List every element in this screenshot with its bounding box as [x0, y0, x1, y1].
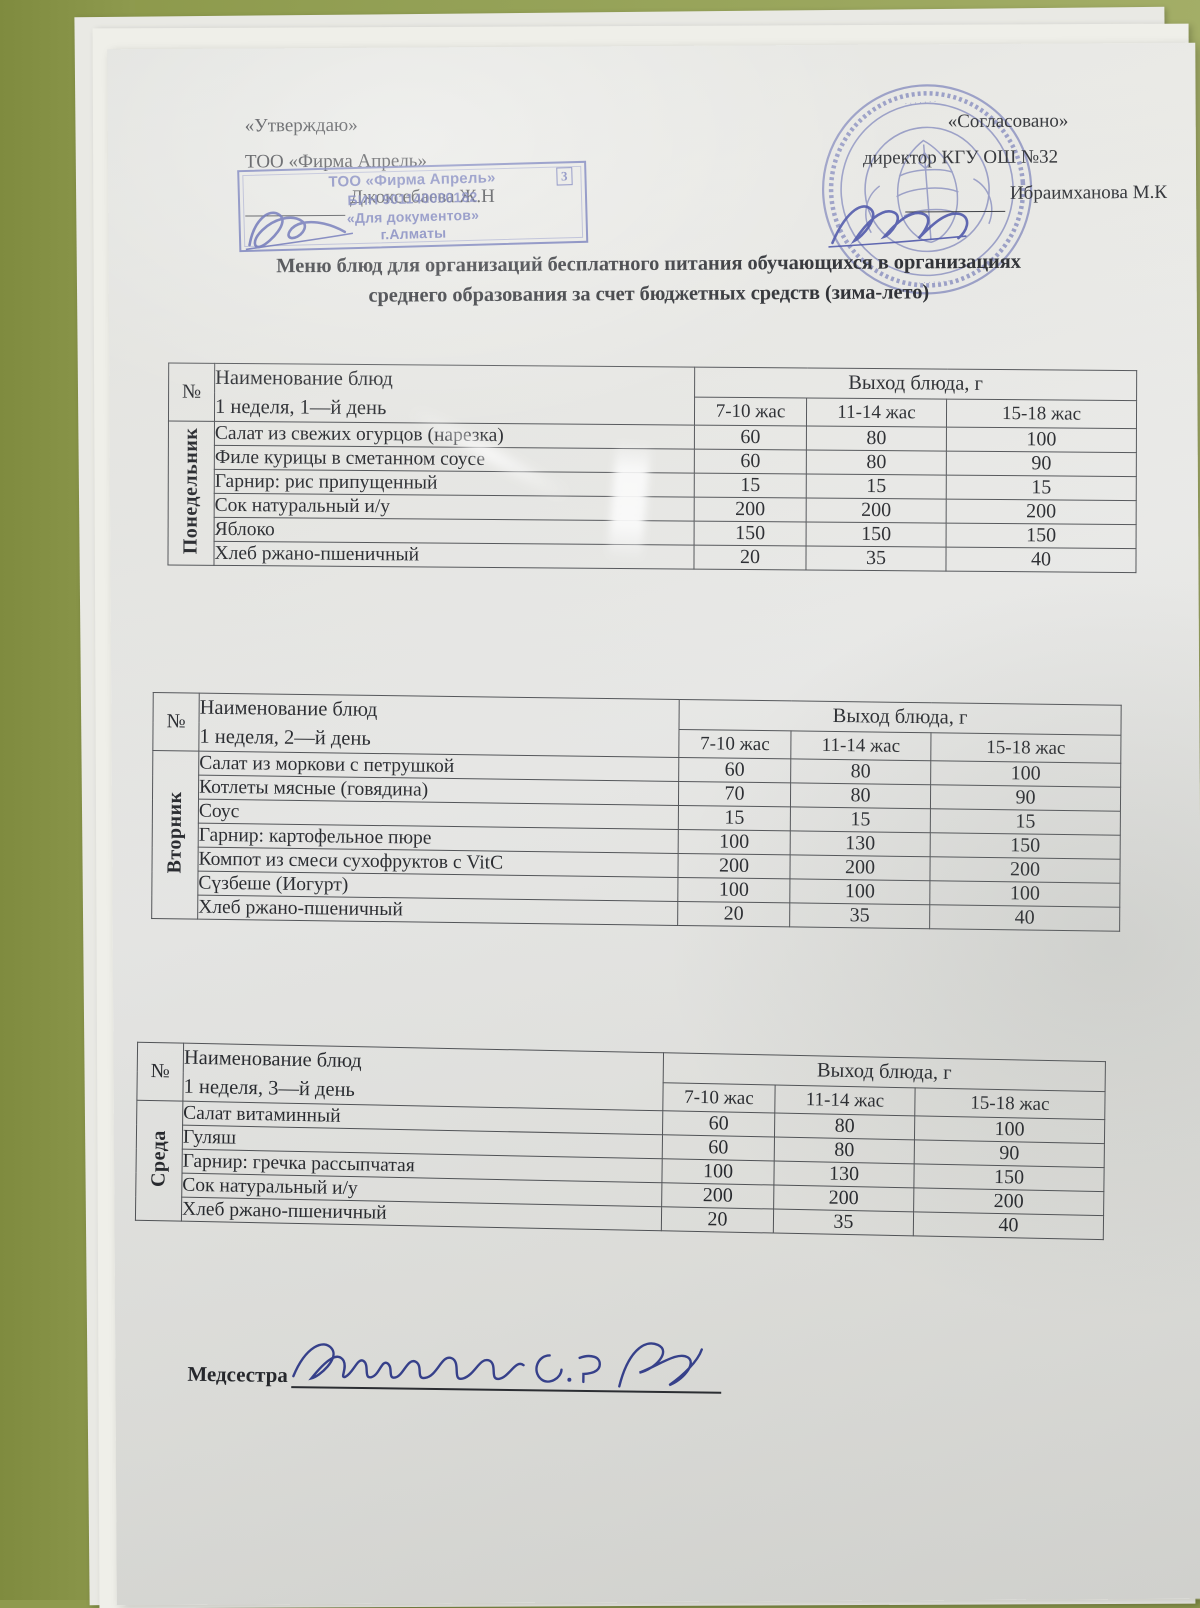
column-header-age-15-18: 15-18 жас [946, 398, 1137, 429]
svg-text:· · · · · · ·: · · · · · · · [904, 96, 937, 107]
column-header-name: Наименование блюд 1 неделя, 2—й день [198, 693, 680, 758]
portion-15-18: 40 [913, 1212, 1104, 1241]
portion-11-14: 80 [806, 426, 947, 452]
portion-11-14: 80 [806, 450, 947, 476]
portion-11-14: 100 [789, 879, 930, 906]
column-header-no: № [152, 692, 200, 752]
day-label: Среда [147, 1129, 171, 1188]
portion-7-10: 150 [694, 521, 807, 547]
column-header-age-11-14: 11-14 жас [790, 730, 931, 762]
portion-7-10: 100 [678, 829, 791, 856]
column-header-age-11-14: 11-14 жас [774, 1084, 916, 1117]
portion-11-14: 150 [806, 522, 947, 548]
portion-15-18: 90 [946, 451, 1137, 477]
portion-7-10: 100 [661, 1159, 775, 1186]
portion-11-14: 200 [773, 1185, 914, 1213]
day-label: Вторник [163, 791, 187, 874]
document-content: «Утверждаю» ТОО «Фирма Апрель» Джоксебае… [107, 43, 1200, 1606]
portion-7-10: 15 [678, 805, 791, 832]
agree-person: Ибраимханова М.К [1009, 182, 1168, 205]
portion-15-18: 15 [946, 475, 1137, 501]
portion-15-18: 40 [929, 905, 1120, 932]
portion-11-14: 130 [790, 831, 931, 858]
nurse-signature-block: Медсестра [187, 1342, 722, 1394]
column-header-age-7-10: 7-10 жас [694, 396, 807, 427]
portion-11-14: 130 [773, 1161, 915, 1189]
portion-7-10: 20 [661, 1207, 774, 1234]
menu-table-day-2: № Наименование блюд 1 неделя, 2—й день Выхо… [151, 692, 1122, 932]
svg-text:· · · · · · ·: · · · · · · · [918, 276, 951, 287]
nurse-label: Медсестра [187, 1361, 288, 1388]
day-label-cell: Среда [135, 1100, 183, 1222]
approve-handwritten-signature [245, 211, 354, 251]
column-header-no: № [136, 1042, 184, 1102]
portion-11-14: 200 [806, 498, 947, 524]
menu-table: № Наименование блюд 1 неделя, 3—й день Выхо… [135, 1042, 1106, 1241]
column-header-age-15-18: 15-18 жас [914, 1087, 1106, 1121]
portion-11-14: 80 [790, 783, 931, 810]
portion-15-18: 100 [930, 761, 1121, 788]
portion-15-18: 100 [946, 427, 1137, 453]
portion-15-18: 40 [945, 547, 1137, 573]
portion-15-18: 150 [930, 833, 1121, 860]
portion-7-10: 200 [694, 497, 807, 523]
director-handwritten-signature [828, 205, 969, 248]
portion-15-18: 200 [929, 857, 1121, 884]
portion-7-10: 100 [677, 877, 790, 904]
nurse-signature-line [291, 1342, 722, 1394]
day-label-cell: Понедельник [167, 421, 215, 566]
nurse-handwritten-signature [292, 1342, 704, 1388]
column-header-no: № [168, 362, 215, 422]
column-header-age-7-10: 7-10 жас [678, 729, 791, 760]
portion-15-18: 150 [946, 523, 1137, 549]
portion-7-10: 200 [677, 853, 791, 880]
column-header-output: Выход блюда, г [694, 367, 1137, 401]
portion-11-14: 35 [773, 1209, 914, 1237]
column-header-age-11-14: 11-14 жас [806, 397, 947, 428]
menu-table-day-1: № Наименование блюд 1 неделя, 1—й день Выхо… [167, 362, 1137, 573]
portion-15-18: 90 [930, 785, 1121, 812]
agree-label: «Согласовано» [947, 110, 1069, 133]
approve-label: «Утверждаю» [244, 114, 358, 137]
portion-7-10: 60 [662, 1111, 775, 1138]
portion-7-10: 60 [694, 425, 807, 451]
portion-11-14: 200 [789, 855, 931, 882]
portion-7-10: 20 [693, 545, 807, 571]
portion-15-18: 200 [946, 499, 1137, 525]
menu-table: № Наименование блюд 1 неделя, 1—й день Выхо… [167, 362, 1137, 573]
day-label: Понедельник [179, 427, 202, 555]
stamp-badge-number: 3 [555, 167, 573, 186]
document-page: «Утверждаю» ТОО «Фирма Апрель» Джоксебае… [107, 42, 1200, 1606]
dish-name: Хлеб ржано-пшеничный [213, 541, 695, 570]
portion-7-10: 15 [694, 473, 807, 499]
portion-11-14: 80 [790, 759, 931, 786]
menu-table-day-3: № Наименование блюд 1 неделя, 3—й день Выхо… [135, 1042, 1106, 1241]
portion-11-14: 15 [806, 474, 947, 500]
portion-7-10: 60 [662, 1135, 775, 1162]
portion-11-14: 35 [789, 903, 930, 930]
portion-7-10: 20 [677, 901, 790, 928]
portion-7-10: 70 [678, 781, 791, 808]
portion-7-10: 200 [661, 1183, 774, 1210]
portion-7-10: 60 [678, 757, 791, 784]
dish-name: Хлеб ржано-пшеничный [197, 895, 678, 926]
column-header-age-7-10: 7-10 жас [662, 1082, 776, 1114]
page-title: Меню блюд для организаций бесплатного пи… [224, 247, 1074, 312]
portion-11-14: 80 [774, 1113, 915, 1141]
portion-11-14: 80 [774, 1137, 915, 1165]
column-header-age-15-18: 15-18 жас [930, 732, 1121, 764]
menu-table: № Наименование блюд 1 неделя, 2—й день Выхо… [151, 692, 1122, 932]
day-label-cell: Вторник [151, 750, 199, 920]
portion-11-14: 35 [805, 546, 947, 572]
column-header-name: Наименование блюд 1 неделя, 1—й день [214, 363, 695, 426]
page-title-line-2: среднего образования за счет бюджетных с… [368, 281, 930, 307]
page-title-line-1: Меню блюд для организаций бесплатного пи… [276, 250, 1021, 278]
portion-15-18: 100 [929, 881, 1120, 908]
portion-11-14: 15 [790, 807, 931, 834]
agree-post: директор КГУ ОШ №32 [862, 146, 1059, 169]
column-header-name: Наименование блюд 1 неделя, 3—й день [182, 1043, 664, 1112]
portion-15-18: 15 [930, 809, 1121, 836]
portion-7-10: 60 [694, 449, 807, 475]
official-round-seal: · · · · · · · · · · · · · · [821, 84, 1033, 295]
